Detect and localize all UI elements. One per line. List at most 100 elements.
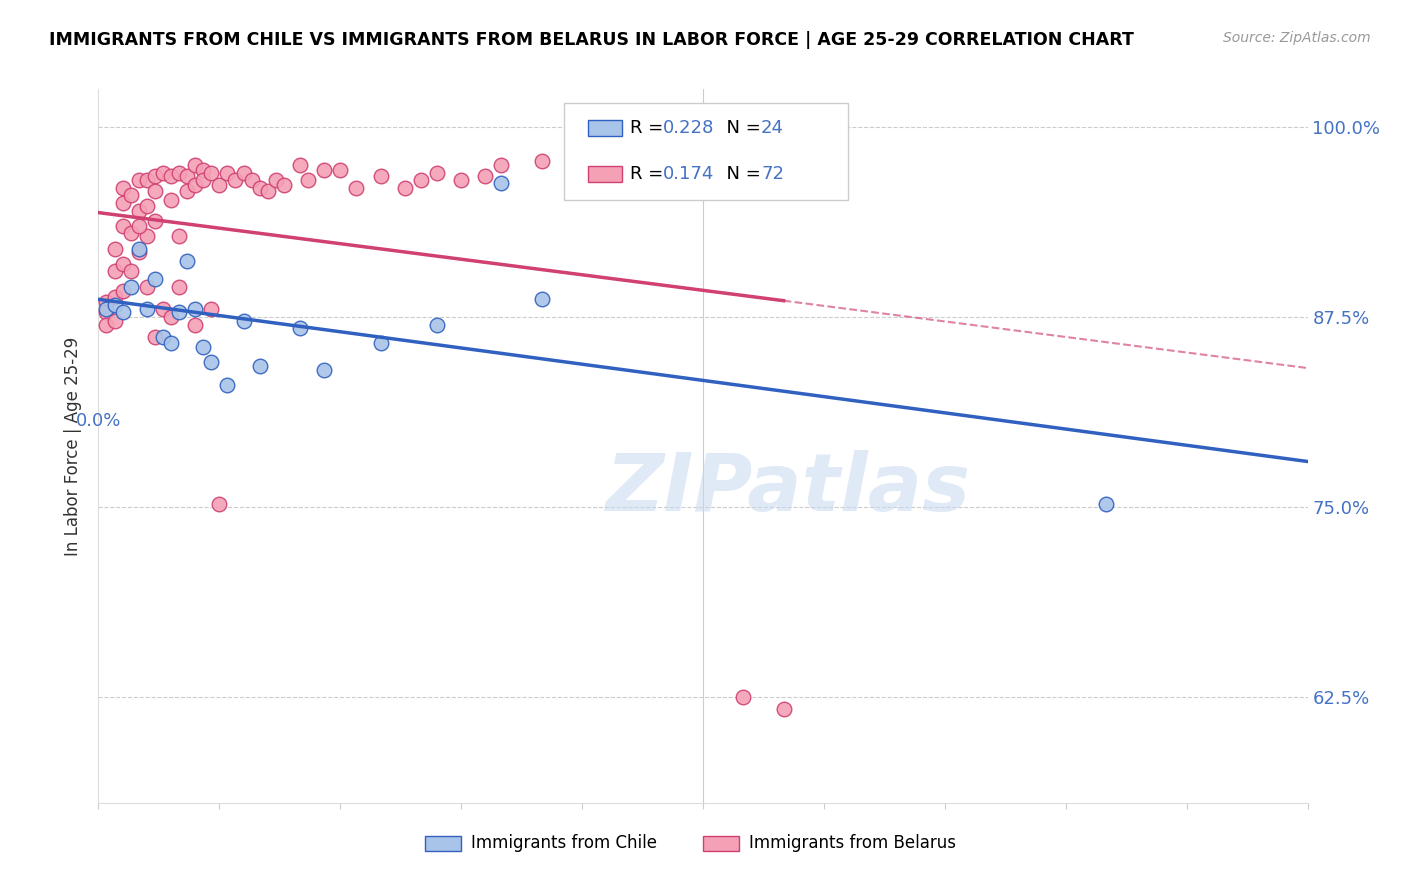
Point [571,158,593,172]
Point [111,196,134,211]
Point [208,178,231,192]
Text: R =: R = [630,165,669,183]
Point [491,177,513,191]
Point [96,302,118,317]
Text: ZIPatlas: ZIPatlas [605,450,970,528]
Point [167,279,190,293]
Point [314,162,336,177]
Point [152,166,174,180]
Point [167,229,190,244]
Point [111,219,134,233]
Point [193,173,215,187]
Point [103,264,125,278]
Text: N =: N = [716,165,766,183]
Point [143,272,166,286]
Point [1095,497,1118,511]
Point [344,181,367,195]
Point [128,173,150,187]
Point [256,184,278,198]
Bar [425,836,461,851]
Point [200,302,222,317]
Point [111,305,134,319]
Point [103,242,125,256]
Point [176,169,198,183]
Point [249,359,271,373]
Bar [588,166,621,182]
Point [314,363,336,377]
Point [143,329,166,343]
Point [120,264,142,278]
Point [208,497,231,511]
Point [193,340,215,354]
Point [288,158,311,172]
Point [370,335,392,350]
Point [143,169,166,183]
Text: Immigrants from Belarus: Immigrants from Belarus [749,835,956,853]
Point [249,181,271,195]
Point [176,253,198,268]
Text: 0.228: 0.228 [664,119,714,136]
Point [120,188,142,202]
Text: 72: 72 [761,165,785,183]
Point [224,173,246,187]
Point [152,302,174,317]
Bar [588,120,621,136]
Point [128,203,150,218]
Point [217,378,239,392]
Point [329,162,352,177]
Point [273,178,295,192]
Point [184,318,207,332]
Point [120,279,142,293]
Point [288,320,311,334]
Point [733,690,755,704]
FancyBboxPatch shape [564,103,848,200]
Point [111,181,134,195]
Text: 0.174: 0.174 [664,165,714,183]
Point [167,166,190,180]
Point [409,173,432,187]
Point [103,314,125,328]
Point [128,244,150,259]
Point [530,153,553,168]
Point [120,227,142,241]
Point [111,257,134,271]
Point [103,298,125,312]
Point [474,169,496,183]
Point [160,193,183,207]
Point [135,302,157,317]
Point [297,173,319,187]
Point [184,158,207,172]
Point [426,166,449,180]
Point [96,294,118,309]
Point [232,314,254,328]
Point [160,335,183,350]
Point [96,305,118,319]
Point [143,214,166,228]
Text: Immigrants from Chile: Immigrants from Chile [471,835,657,853]
Point [264,173,287,187]
Point [651,147,673,161]
Point [135,279,157,293]
Point [772,701,794,715]
Point [103,290,125,304]
Point [128,219,150,233]
Text: 24: 24 [761,119,785,136]
Text: R =: R = [630,119,669,136]
Point [135,173,157,187]
Point [184,178,207,192]
Text: 0.0%: 0.0% [76,412,121,431]
Point [217,166,239,180]
Point [128,242,150,256]
Point [200,355,222,369]
Point [491,158,513,172]
Point [426,318,449,332]
Point [96,318,118,332]
Point [370,169,392,183]
Point [111,284,134,298]
Text: Source: ZipAtlas.com: Source: ZipAtlas.com [1223,31,1371,45]
Point [160,310,183,324]
Point [135,229,157,244]
Text: IMMIGRANTS FROM CHILE VS IMMIGRANTS FROM BELARUS IN LABOR FORCE | AGE 25-29 CORR: IMMIGRANTS FROM CHILE VS IMMIGRANTS FROM… [49,31,1135,49]
Point [530,292,553,306]
Bar [703,836,740,851]
